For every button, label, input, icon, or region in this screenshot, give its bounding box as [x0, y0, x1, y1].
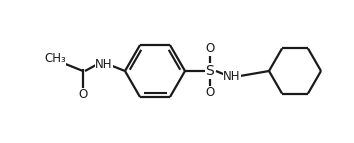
- Text: O: O: [205, 42, 215, 55]
- Text: NH: NH: [95, 58, 113, 72]
- Text: NH: NH: [223, 69, 241, 83]
- Text: O: O: [205, 87, 215, 100]
- Text: S: S: [206, 64, 215, 78]
- Text: CH₃: CH₃: [44, 52, 66, 65]
- Text: O: O: [78, 89, 88, 102]
